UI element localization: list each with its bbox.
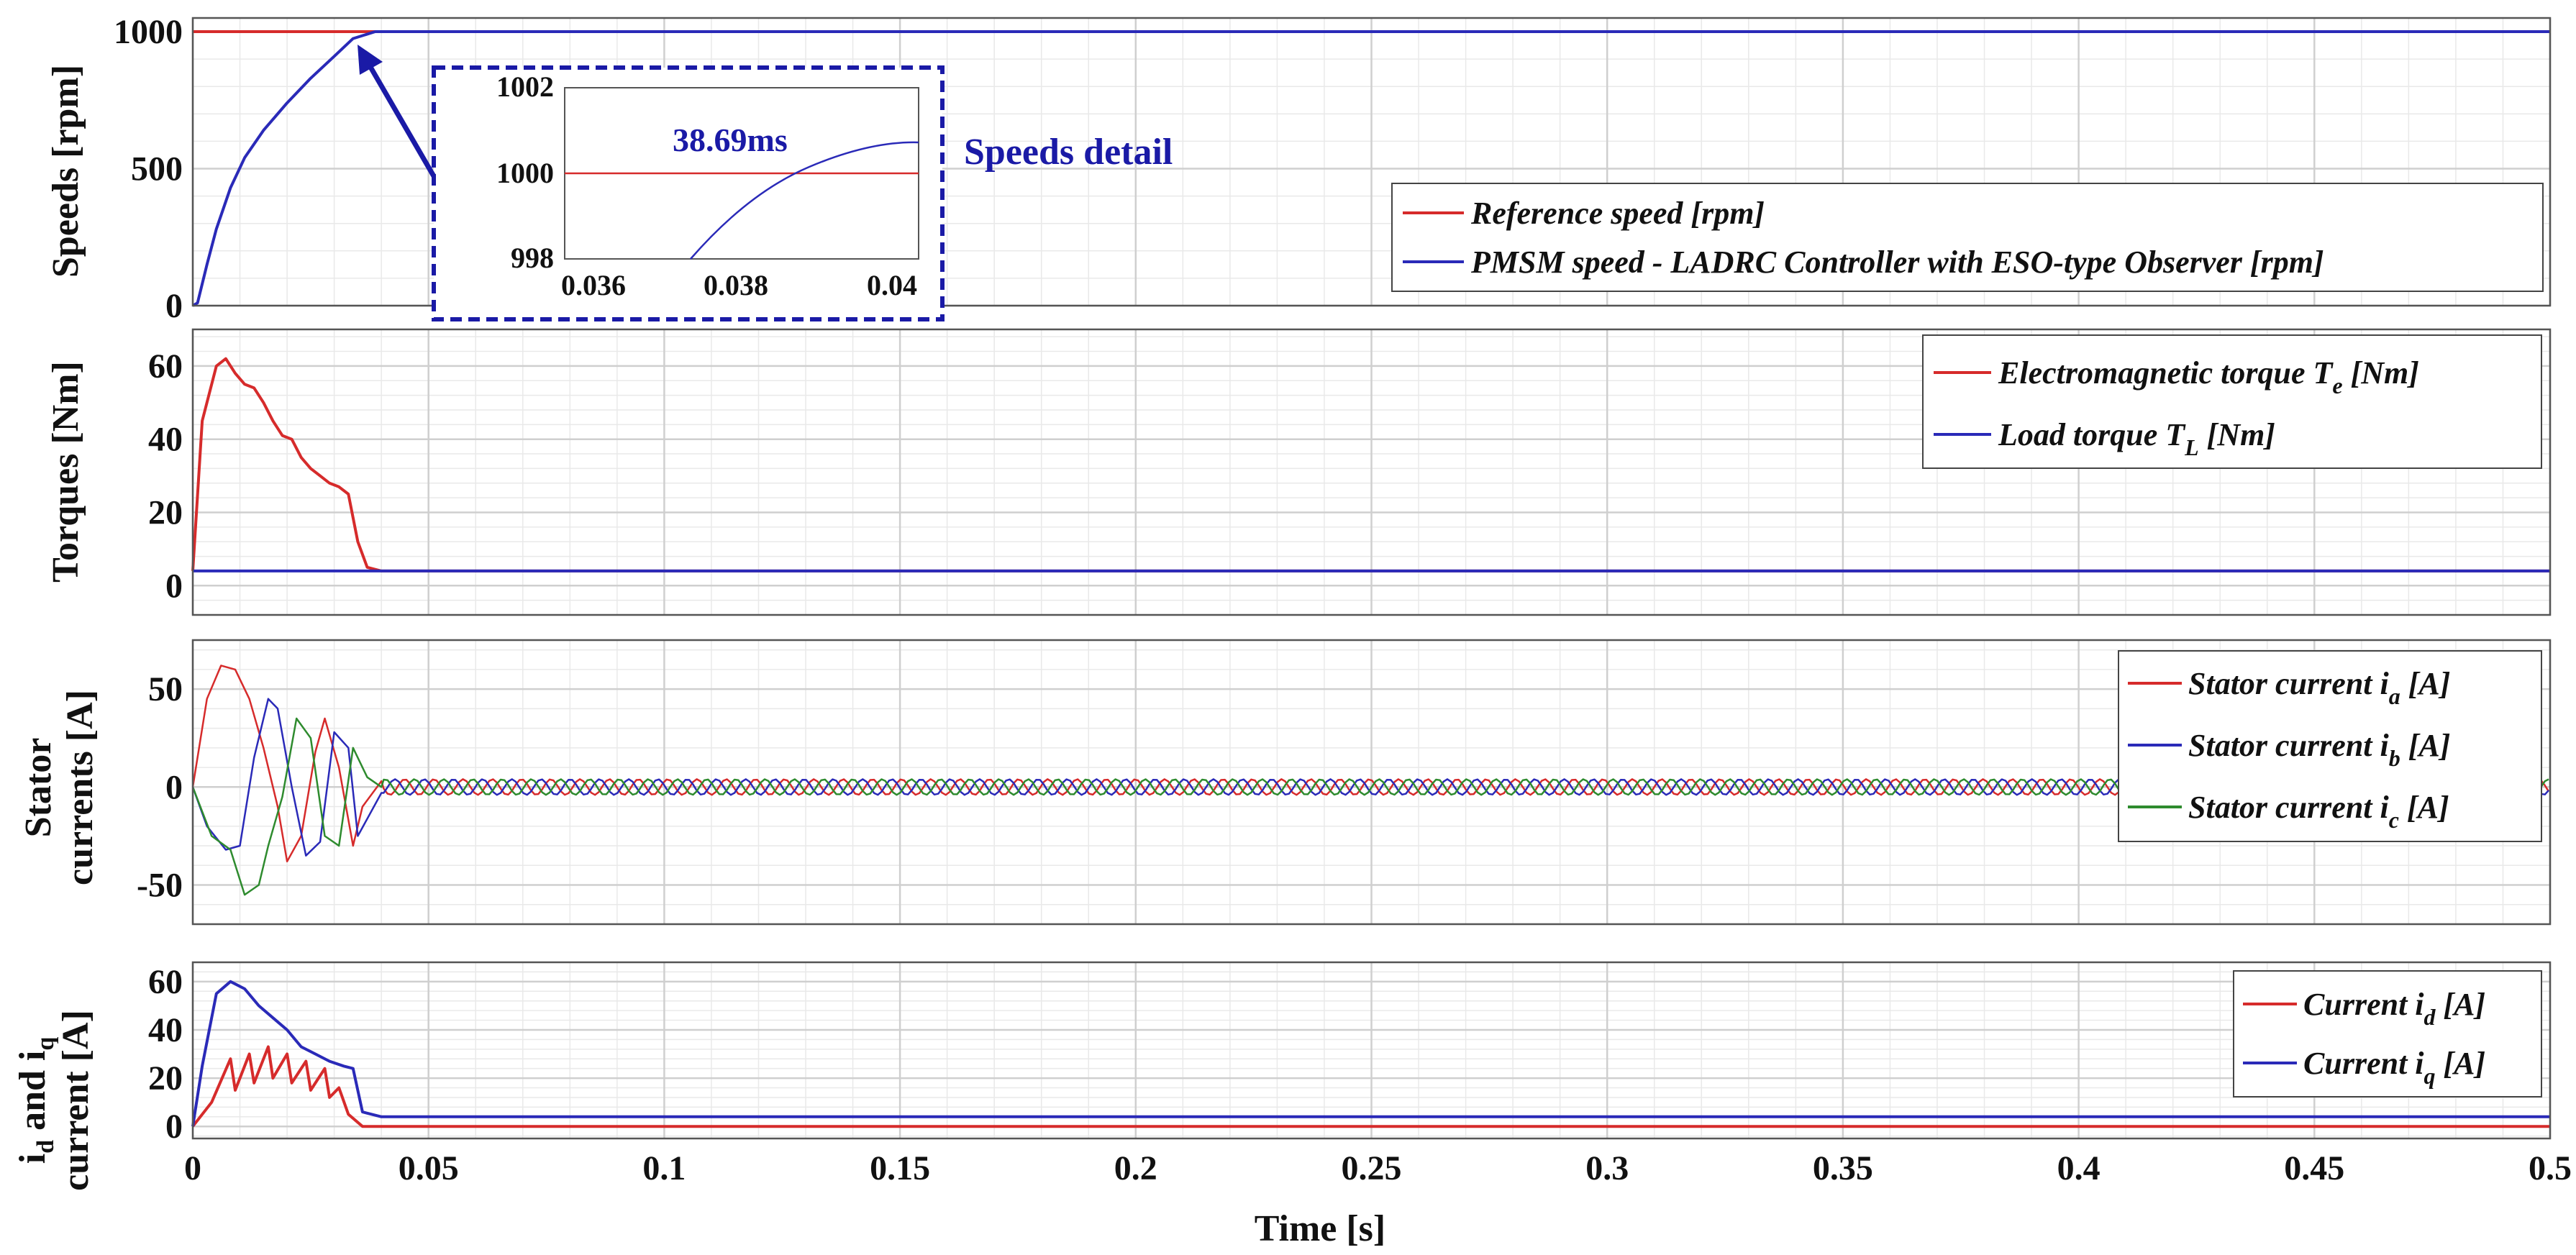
te-unit: [Nm] [2343,355,2419,391]
inset-label: Speeds detail [964,132,1173,173]
y-tick-label: -50 [137,867,183,905]
inset-annotation: 38.69ms [673,122,788,158]
inset-arrow-shaft [365,62,437,178]
x-tick-label: 0.3 [1585,1149,1629,1187]
idq-label-and-i: and i [12,1051,53,1140]
torque-y-label: Torques [Nm] [45,361,86,583]
series-line [191,1045,2550,1128]
iq-unit: [A] [2436,1046,2486,1081]
x-tick-label: 0.2 [1114,1149,1157,1187]
ib-unit: [A] [2400,728,2451,763]
idq-y-label-line1: id and iq [12,1037,59,1164]
x-tick-label: 0.25 [1342,1149,1402,1187]
panel-frame [191,328,2552,616]
inset-xtick-0038: 0.038 [704,269,768,301]
series-line [191,980,2550,1127]
panel-frame [191,961,2552,1140]
idq-y-label-line2: current [A] [55,1010,96,1191]
speed-legend-box [1391,183,2544,292]
iq-main: Current i [2303,1046,2424,1081]
idq-legend-id-label: Current id [A] [2303,987,2485,1030]
inset-arrow-head [358,45,383,75]
ic-main: Stator current i [2188,790,2390,825]
inset-xtick-004: 0.04 [867,269,917,301]
tl-main: Load torque T [1998,417,2186,452]
y-tick-label: 500 [131,150,183,188]
y-tick-label: 40 [148,421,183,459]
inset-arrow [358,45,437,178]
idq-legend-iq-label: Current iq [A] [2303,1046,2485,1089]
x-tick-label: 0.45 [2284,1149,2344,1187]
torque-legend-tl-label: Load torque TL [Nm] [1998,417,2275,460]
stator-legend-ic-label: Stator current ic [A] [2188,790,2449,833]
speed-legend-ref-label: Reference speed [rpm] [1470,196,1765,231]
idq-legend: Current id [A] Current iq [A] [2233,970,2542,1097]
tl-unit: [Nm] [2199,417,2275,452]
x-tick-label: 0.1 [642,1149,686,1187]
inset-ytick-1000: 1000 [496,157,554,189]
series-line [191,357,2550,572]
y-tick-label: 60 [148,347,183,385]
tl-sub: L [2184,434,2199,460]
panel-4: 0 20 40 60 [148,961,2552,1146]
id-sub: d [2424,1004,2436,1030]
iq-sub: q [2424,1063,2436,1089]
x-tick-label: 0.35 [1813,1149,1873,1187]
stator-legend-ia-label: Stator current ia [A] [2188,666,2450,709]
stator-legend-ib-label: Stator current ib [A] [2188,728,2450,771]
y-tick-label: 40 [148,1011,183,1049]
ia-sub: a [2389,683,2400,709]
series-line [192,30,2550,307]
y-tick-label: 0 [165,287,183,325]
torque-legend-box [1922,334,2542,469]
x-tick-label: 0.15 [870,1149,930,1187]
torque-legend: Electromagnetic torque Te [Nm] Load torq… [1922,334,2542,469]
ic-sub: c [2389,807,2399,833]
ia-unit: [A] [2400,666,2451,701]
y-tick-label: 20 [148,1059,183,1097]
y-tick-label: 1000 [114,13,183,51]
y-tick-label: 20 [148,493,183,531]
idq-label-i: i [12,1154,53,1164]
y-tick-label: 60 [148,963,183,1001]
speed-legend: Reference speed [rpm] PMSM speed - LADRC… [1391,183,2544,292]
te-sub: e [2332,373,2342,398]
idq-label-sub-d: d [32,1140,59,1154]
y-tick-label: 50 [148,670,183,708]
speed-inset: 38.69ms 1002 1000 998 0.036 0.038 0.04 [432,65,945,321]
te-main: Electromagnetic torque T [1998,355,2334,391]
inset-xtick-0036: 0.036 [561,269,626,301]
ib-main: Stator current i [2188,728,2390,763]
stator-legend-box [2118,650,2542,842]
id-main: Current i [2303,987,2424,1022]
stator-y-label-line2: currents [A] [60,690,101,885]
ib-sub: b [2389,745,2400,771]
x-tick-label: 0.4 [2057,1149,2101,1187]
x-tick-label: 0 [184,1149,201,1187]
inset-ytick-998: 998 [511,242,554,274]
x-tick-label: 0.05 [399,1149,459,1187]
ia-main: Stator current i [2188,666,2390,701]
inset-pmsm-curve [690,141,919,260]
x-axis-label: Time [s] [1255,1208,1385,1249]
stator-y-label-line1: Stator [18,738,59,838]
x-tick-label: 0.5 [2529,1149,2572,1187]
y-tick-label: 0 [165,1108,183,1146]
y-tick-label: 0 [165,768,183,806]
y-tick-label: 0 [165,567,183,605]
stator-legend: Stator current ia [A] Stator current ib … [2118,650,2542,842]
inset-ytick-1002: 1002 [496,70,554,103]
torque-legend-te-label: Electromagnetic torque Te [Nm] [1998,355,2419,398]
idq-legend-box [2233,970,2542,1097]
speed-y-label: Speeds [rpm] [45,65,86,278]
speed-legend-pmsm-label: PMSM speed - LADRC Controller with ESO-t… [1470,245,2324,280]
idq-label-sub-q: q [32,1037,59,1051]
panel-frame [191,17,2552,307]
ic-unit: [A] [2399,790,2449,825]
id-unit: [A] [2436,987,2486,1022]
panel-frame [191,639,2552,926]
